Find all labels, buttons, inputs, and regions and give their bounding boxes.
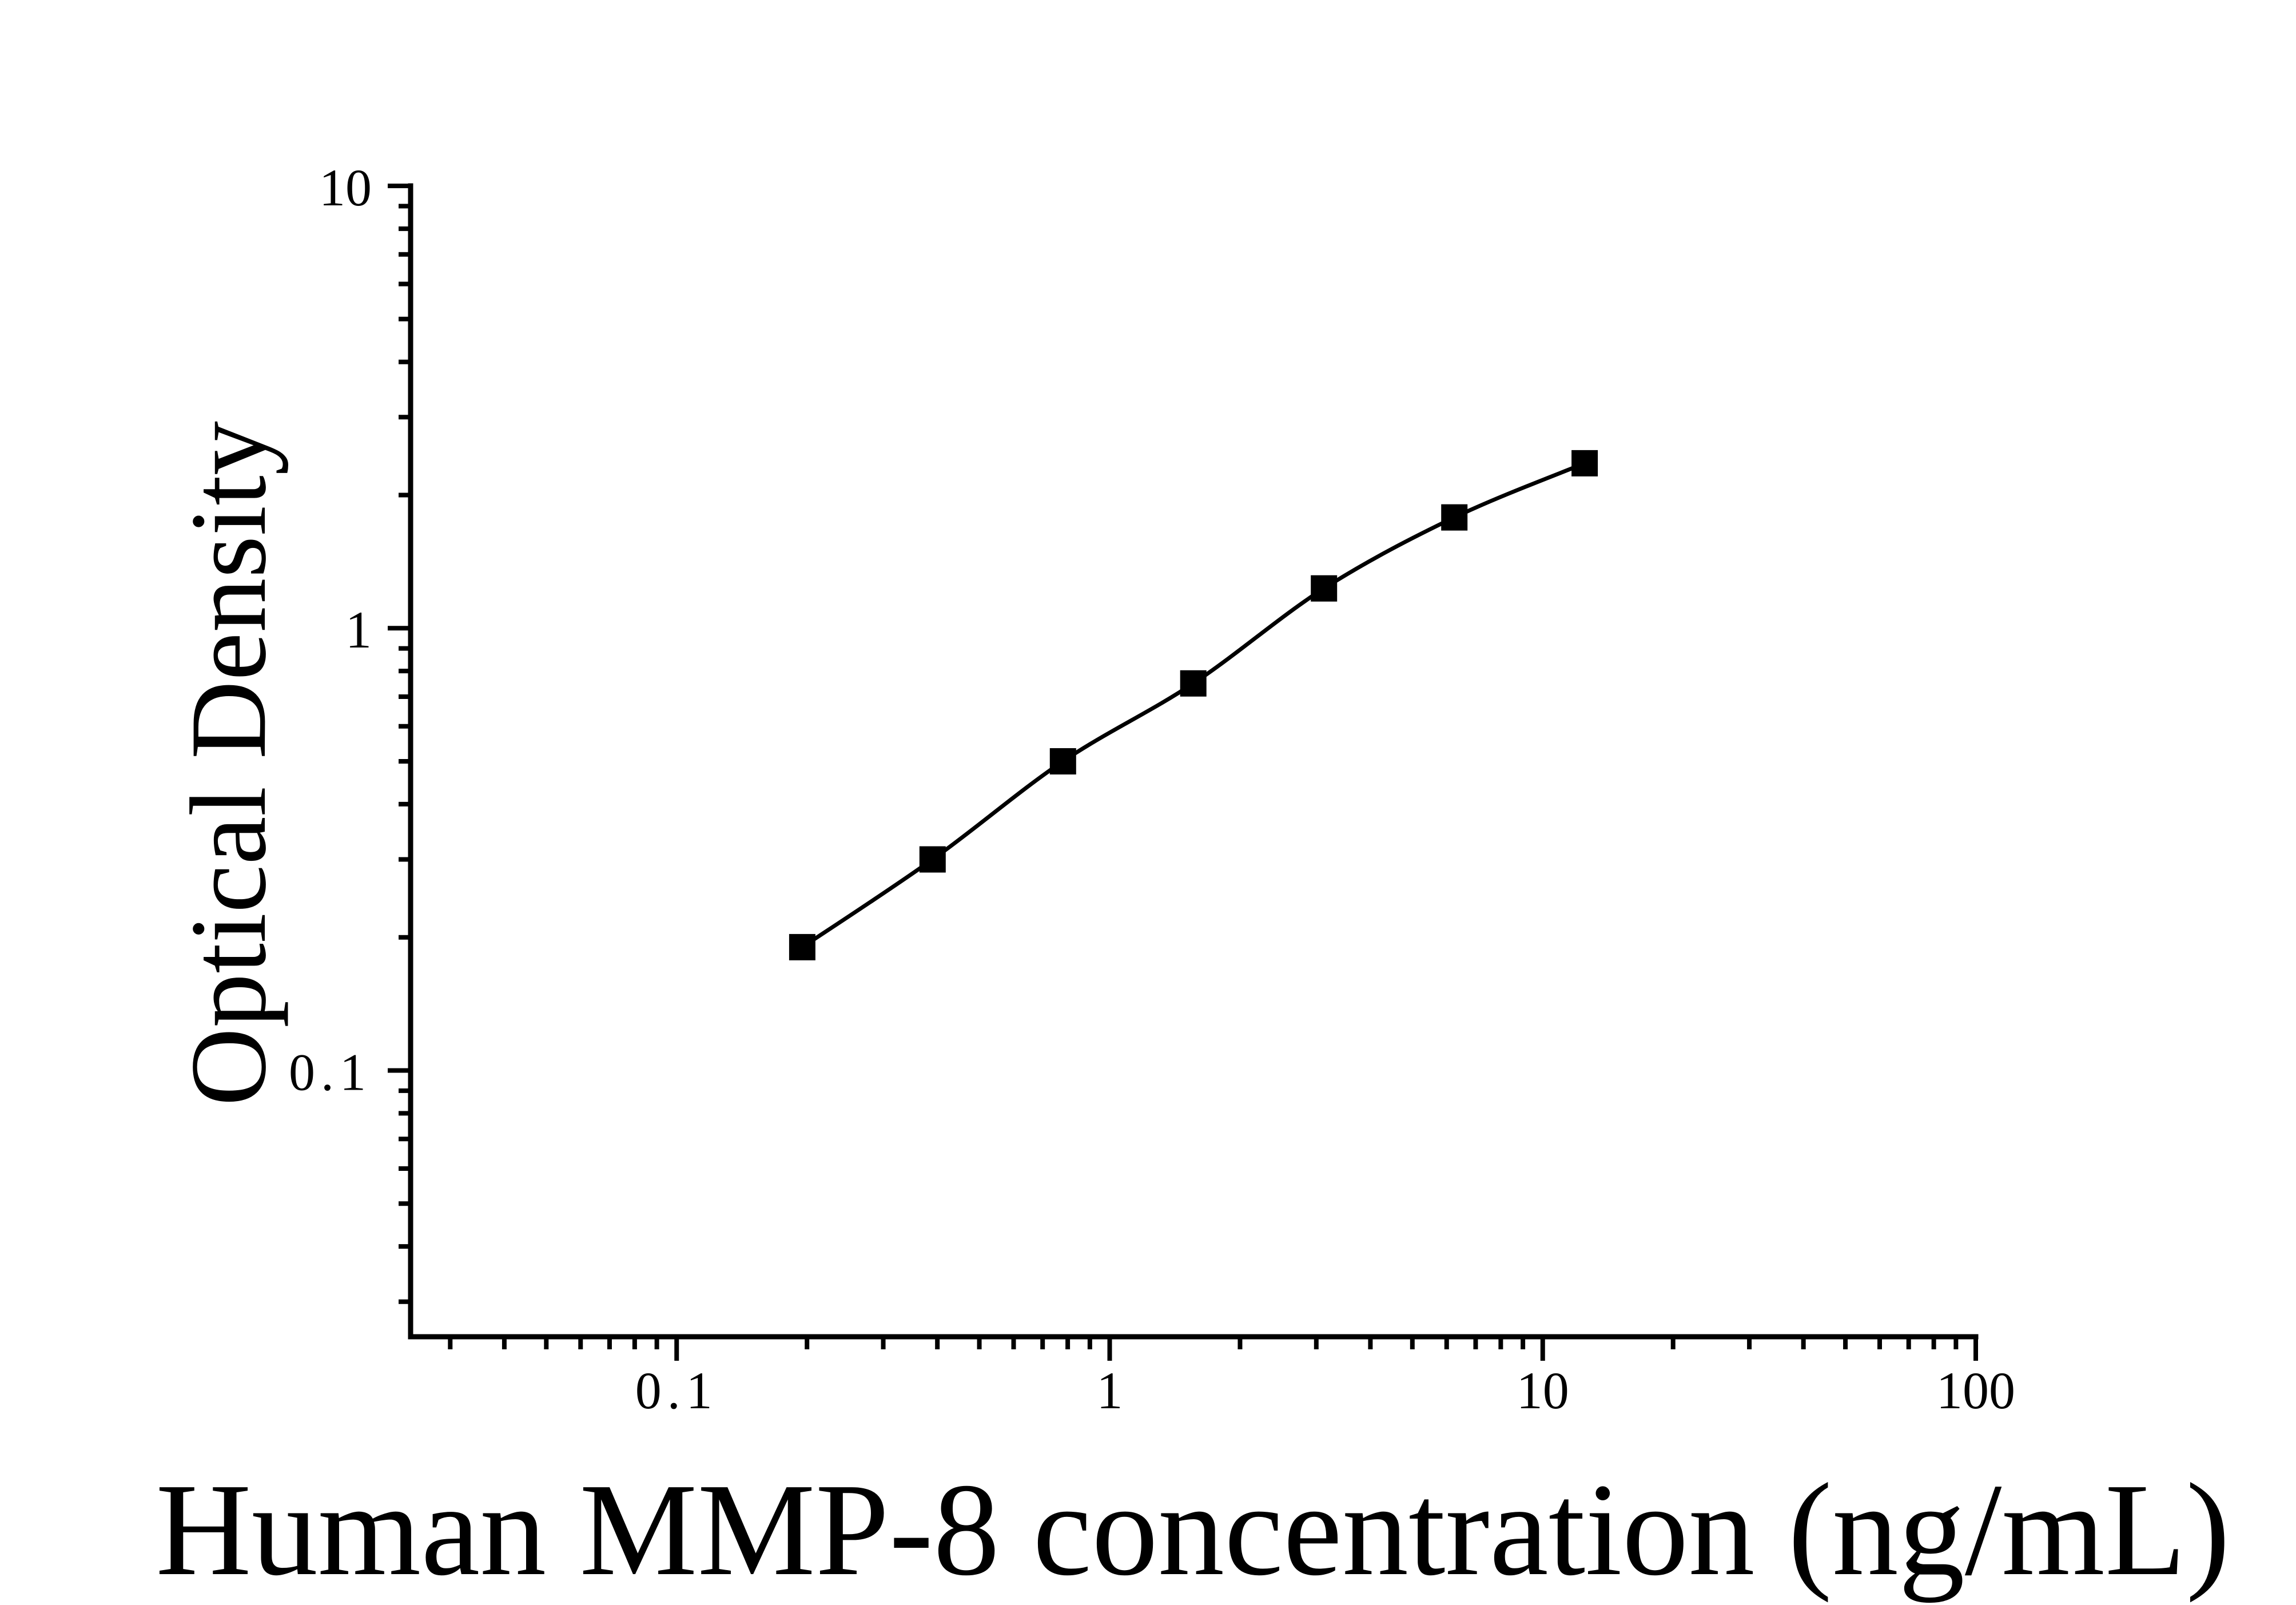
x-axis-title: Human MMP-8 concentration (ng/mL): [156, 1456, 2230, 1603]
data-point-marker: [789, 933, 815, 960]
x-tick-label: 0.1: [635, 1361, 718, 1420]
x-tick-label: 100: [1936, 1361, 2015, 1420]
data-point-marker: [919, 846, 946, 873]
x-tick-label: 10: [1517, 1361, 1569, 1420]
axis-ticks: [388, 184, 1978, 1361]
x-tick-label: 1: [1096, 1361, 1123, 1420]
data-point-marker: [1571, 450, 1598, 476]
standard-curve-line: [800, 461, 1587, 950]
y-axis-title: Optical Density: [169, 421, 289, 1106]
y-tick-label: 10: [319, 158, 372, 217]
data-series: [789, 450, 1598, 960]
data-point-marker: [1311, 575, 1338, 602]
axis-lines: [408, 183, 1979, 1340]
y-tick-label: 1: [345, 601, 372, 659]
tick-labels: 0.1 1 10 100 0.1 1 10: [289, 158, 2015, 1420]
data-point-marker: [1180, 670, 1207, 697]
y-tick-label: 0.1: [289, 1043, 372, 1101]
data-point-marker: [1441, 504, 1468, 531]
data-point-marker: [1049, 748, 1076, 774]
